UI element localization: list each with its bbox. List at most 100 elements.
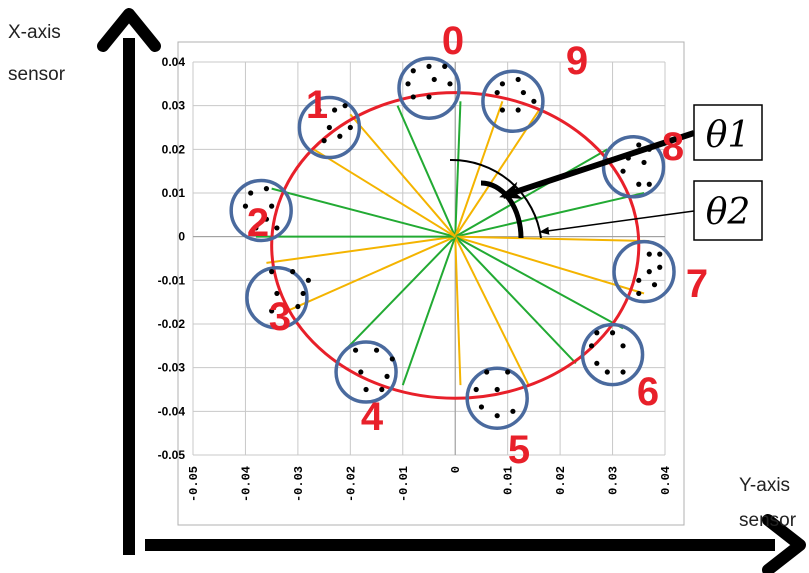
green-ray-line — [454, 101, 462, 237]
cluster-0 — [397, 56, 461, 120]
data-point — [609, 330, 616, 336]
cluster-ring — [601, 135, 666, 199]
cluster-ring — [334, 340, 398, 404]
cluster-7 — [612, 239, 676, 304]
data-point — [305, 277, 311, 283]
data-point — [494, 413, 500, 419]
theta1-arc — [480, 180, 524, 239]
data-point — [321, 138, 327, 144]
cluster-ring — [397, 56, 461, 120]
data-point — [478, 404, 485, 410]
data-point — [657, 251, 663, 257]
cluster-number-labels: 0 1 2 3 4 5 6 7 8 9 — [247, 19, 708, 472]
data-point — [505, 369, 511, 375]
horizontal-axis-caption-line2: sensor — [739, 510, 797, 531]
data-point — [242, 203, 249, 209]
x-tick-label: -0.04 — [239, 466, 253, 502]
data-point — [494, 386, 500, 393]
cluster-1 — [297, 95, 362, 160]
data-point — [588, 343, 595, 349]
data-point — [594, 360, 600, 366]
horizontal-axis-caption-line1: Y-axis — [739, 475, 790, 496]
data-point — [384, 373, 390, 379]
data-point — [636, 290, 642, 297]
data-point — [641, 159, 647, 166]
data-point — [646, 181, 652, 187]
reference-circle-layer — [270, 91, 641, 400]
y-tick-label: 0 — [178, 230, 185, 244]
data-point — [342, 103, 348, 109]
data-point — [494, 89, 500, 96]
ray-lines — [255, 100, 650, 386]
data-point — [651, 282, 658, 288]
yellow-ray-line — [454, 109, 540, 238]
x-tick-label: 0.01 — [502, 466, 516, 495]
data-point — [515, 76, 521, 83]
clusters — [229, 56, 676, 430]
data-point — [248, 190, 254, 196]
cluster-3 — [245, 266, 311, 330]
data-point — [426, 94, 432, 100]
data-point — [263, 216, 270, 222]
data-point — [274, 290, 280, 297]
data-point — [347, 124, 353, 131]
data-point — [316, 107, 322, 113]
data-point — [410, 94, 416, 100]
y-tick-label: 0.04 — [162, 55, 186, 69]
data-point — [442, 63, 448, 69]
data-point — [636, 142, 642, 148]
data-point — [337, 133, 343, 139]
angle-annotations — [449, 130, 695, 239]
yellow-ray-line — [454, 236, 462, 386]
theta2-pointer — [539, 210, 695, 235]
y-tick-label: 0.03 — [162, 99, 186, 113]
y-tick-label: -0.03 — [158, 361, 186, 375]
data-point — [405, 81, 411, 87]
reference-circle — [270, 91, 641, 400]
green-ray-line — [454, 235, 577, 364]
data-point — [636, 277, 642, 283]
data-point — [389, 356, 395, 362]
x-tick-label: -0.05 — [187, 466, 201, 502]
y-tick-labels: 0.04 0.03 0.02 0.01 0 -0.01 -0.02 -0.03 -0.04 -0.… — [158, 55, 186, 462]
data-point — [269, 269, 275, 275]
cluster-number-7: 7 — [686, 262, 708, 306]
theta1-label: θ1 — [706, 115, 751, 156]
y-tick-label: 0.02 — [162, 142, 186, 156]
data-point — [363, 386, 369, 393]
data-point — [295, 303, 301, 310]
cluster-6 — [580, 322, 645, 387]
green-ray-line — [401, 236, 457, 386]
cluster-ring — [245, 266, 309, 330]
vertical-axis-caption-line2: sensor — [8, 64, 66, 85]
data-point — [484, 369, 490, 375]
green-ray-line — [344, 235, 456, 351]
green-ray-line — [454, 192, 645, 238]
cluster-number-1: 1 — [306, 83, 328, 127]
y-tick-label: -0.02 — [158, 317, 186, 331]
data-point — [594, 330, 600, 336]
data-point — [290, 269, 296, 275]
data-point — [269, 308, 275, 314]
x-tick-label: 0.02 — [554, 466, 568, 495]
vertical-axis-caption-line1: X-axis — [8, 22, 61, 43]
chart-frame — [177, 41, 685, 526]
x-tick-label: -0.01 — [397, 466, 411, 502]
cluster-ring — [297, 95, 362, 160]
cluster-ring — [465, 366, 529, 430]
vertical-axis-arrow — [97, 8, 161, 555]
y-tick-label: -0.05 — [158, 448, 186, 462]
data-point — [263, 186, 270, 192]
horizontal-axis-arrow — [145, 514, 806, 573]
green-ray-line — [454, 148, 608, 238]
cluster-number-0: 0 — [442, 19, 464, 63]
y-tick-label: -0.04 — [158, 404, 186, 418]
green-ray-line — [396, 105, 457, 238]
data-point — [473, 386, 479, 393]
y-tick-label: 0.01 — [162, 186, 186, 200]
yellow-ray-line — [454, 235, 645, 295]
data-point — [520, 89, 527, 96]
cluster-5 — [465, 366, 529, 430]
x-tick-label: 0.04 — [659, 466, 673, 495]
data-point — [646, 269, 652, 275]
